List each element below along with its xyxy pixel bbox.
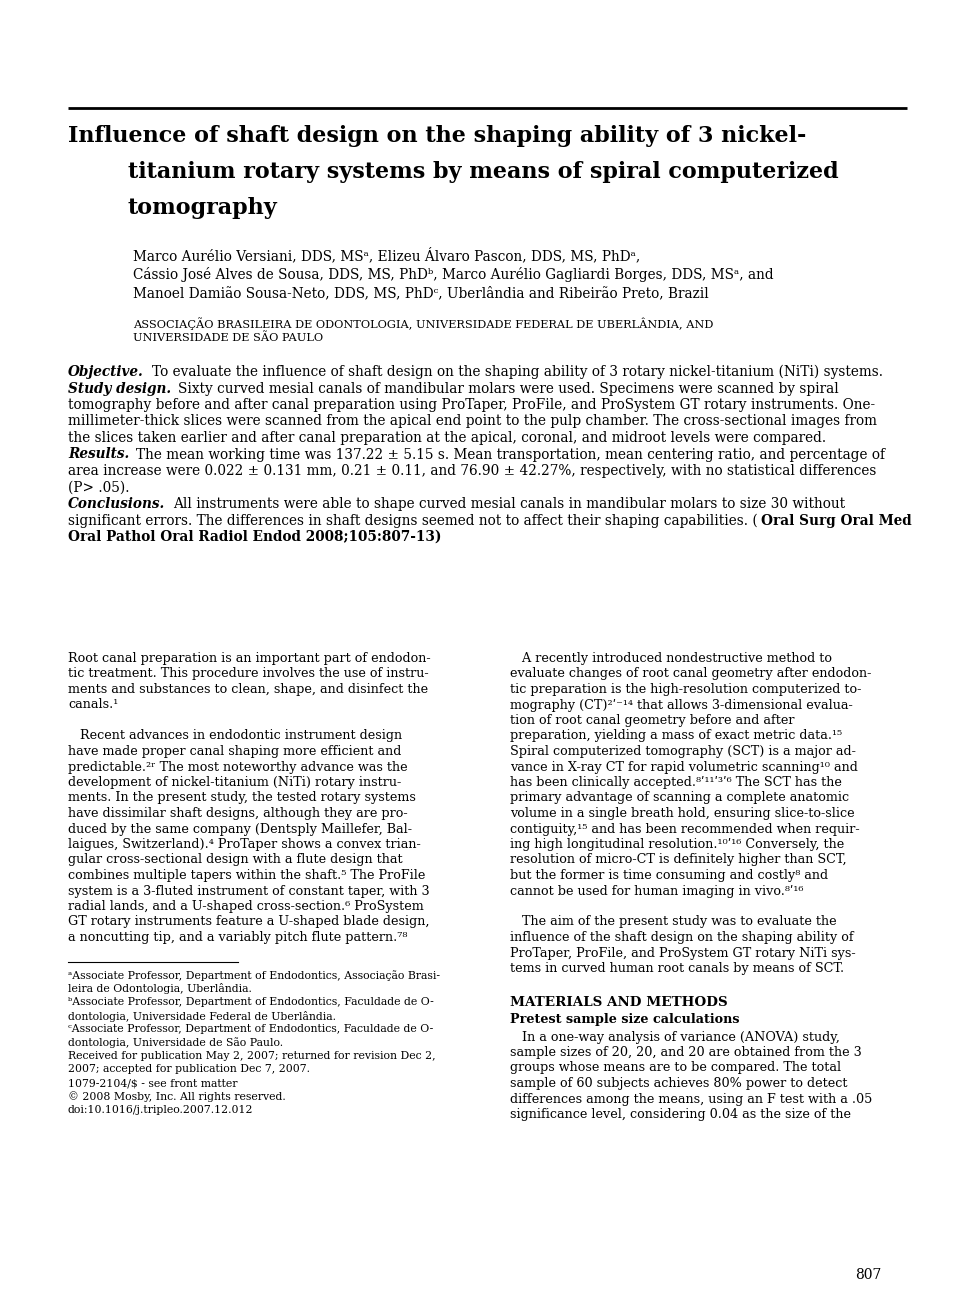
Text: groups whose means are to be compared. The total: groups whose means are to be compared. T… <box>510 1061 841 1074</box>
Text: The mean working time was 137.22 ± 5.15 s. Mean transportation, mean centering r: The mean working time was 137.22 ± 5.15 … <box>136 448 885 462</box>
Text: primary advantage of scanning a complete anatomic: primary advantage of scanning a complete… <box>510 792 849 804</box>
Text: have made proper canal shaping more efficient and: have made proper canal shaping more effi… <box>68 745 402 758</box>
Text: contiguity,¹⁵ and has been recommended when requir-: contiguity,¹⁵ and has been recommended w… <box>510 822 860 835</box>
Text: ASSOCIAÇÃO BRASILEIRA DE ODONTOLOGIA, UNIVERSIDADE FEDERAL DE UBERLÂNDIA, AND: ASSOCIAÇÃO BRASILEIRA DE ODONTOLOGIA, UN… <box>133 317 714 330</box>
Text: doi:10.1016/j.tripleo.2007.12.012: doi:10.1016/j.tripleo.2007.12.012 <box>68 1105 254 1114</box>
Text: millimeter-thick slices were scanned from the apical end point to the pulp chamb: millimeter-thick slices were scanned fro… <box>68 415 877 428</box>
Text: ProTaper, ProFile, and ProSystem GT rotary NiTi sys-: ProTaper, ProFile, and ProSystem GT rota… <box>510 946 856 959</box>
Text: resolution of micro-CT is definitely higher than SCT,: resolution of micro-CT is definitely hig… <box>510 853 846 867</box>
Text: laigues, Switzerland).⁴ ProTaper shows a convex trian-: laigues, Switzerland).⁴ ProTaper shows a… <box>68 838 421 851</box>
Text: Cássio José Alves de Sousa, DDS, MS, PhDᵇ, Marco Aurélio Gagliardi Borges, DDS, : Cássio José Alves de Sousa, DDS, MS, PhD… <box>133 268 773 282</box>
Text: Recent advances in endodontic instrument design: Recent advances in endodontic instrument… <box>68 729 402 743</box>
Text: Root canal preparation is an important part of endodon-: Root canal preparation is an important p… <box>68 652 431 666</box>
Text: UNIVERSIDADE DE SÃO PAULO: UNIVERSIDADE DE SÃO PAULO <box>133 331 323 343</box>
Text: a noncutting tip, and a variably pitch flute pattern.⁷⁸: a noncutting tip, and a variably pitch f… <box>68 930 408 944</box>
Text: ᵃAssociate Professor, Department of Endodontics, Associação Brasi-: ᵃAssociate Professor, Department of Endo… <box>68 970 440 981</box>
Text: canals.¹: canals.¹ <box>68 698 118 711</box>
Text: leira de Odontologia, Uberlândia.: leira de Odontologia, Uberlândia. <box>68 984 252 994</box>
Text: dontologia, Universidade Federal de Uberlândia.: dontologia, Universidade Federal de Uber… <box>68 1010 336 1022</box>
Text: Oral Pathol Oral Radiol Endod 2008;105:807-13): Oral Pathol Oral Radiol Endod 2008;105:8… <box>68 530 442 544</box>
Text: ments. In the present study, the tested rotary systems: ments. In the present study, the tested … <box>68 792 416 804</box>
Text: volume in a single breath hold, ensuring slice-to-slice: volume in a single breath hold, ensuring… <box>510 806 855 820</box>
Text: have dissimilar shaft designs, although they are pro-: have dissimilar shaft designs, although … <box>68 806 408 820</box>
Text: Objective.: Objective. <box>68 365 143 378</box>
Text: cannot be used for human imaging in vivo.⁸ʹ¹⁶: cannot be used for human imaging in vivo… <box>510 885 803 898</box>
Text: ments and substances to clean, shape, and disinfect the: ments and substances to clean, shape, an… <box>68 683 428 696</box>
Text: Influence of shaft design on the shaping ability of 3 nickel-: Influence of shaft design on the shaping… <box>68 125 806 147</box>
Text: sample sizes of 20, 20, and 20 are obtained from the 3: sample sizes of 20, 20, and 20 are obtai… <box>510 1047 862 1058</box>
Text: Pretest sample size calculations: Pretest sample size calculations <box>510 1013 739 1026</box>
Text: combines multiple tapers within the shaft.⁵ The ProFile: combines multiple tapers within the shaf… <box>68 869 425 882</box>
Text: Received for publication May 2, 2007; returned for revision Dec 2,: Received for publication May 2, 2007; re… <box>68 1051 436 1061</box>
Text: 1079-2104/$ - see front matter: 1079-2104/$ - see front matter <box>68 1078 238 1088</box>
Text: mography (CT)²ʹ⁻¹⁴ that allows 3-dimensional evalua-: mography (CT)²ʹ⁻¹⁴ that allows 3-dimensi… <box>510 698 853 711</box>
Text: MATERIALS AND METHODS: MATERIALS AND METHODS <box>510 996 727 1009</box>
Text: predictable.²ʳ The most noteworthy advance was the: predictable.²ʳ The most noteworthy advan… <box>68 761 408 774</box>
Text: duced by the same company (Dentsply Maillefer, Bal-: duced by the same company (Dentsply Mail… <box>68 822 412 835</box>
Text: tomography before and after canal preparation using ProTaper, ProFile, and ProSy: tomography before and after canal prepar… <box>68 398 876 412</box>
Text: radial lands, and a U-shaped cross-section.⁶ ProSystem: radial lands, and a U-shaped cross-secti… <box>68 900 424 914</box>
Text: evaluate changes of root canal geometry after endodon-: evaluate changes of root canal geometry … <box>510 667 872 680</box>
Text: but the former is time consuming and costly⁸ and: but the former is time consuming and cos… <box>510 869 828 882</box>
Text: system is a 3-fluted instrument of constant taper, with 3: system is a 3-fluted instrument of const… <box>68 885 430 898</box>
Text: Oral Surg Oral Med: Oral Surg Oral Med <box>761 513 912 527</box>
Text: ᵇAssociate Professor, Department of Endodontics, Faculdade de O-: ᵇAssociate Professor, Department of Endo… <box>68 997 434 1007</box>
Text: vance in X-ray CT for rapid volumetric scanning¹⁰ and: vance in X-ray CT for rapid volumetric s… <box>510 761 858 774</box>
Text: 807: 807 <box>855 1268 881 1282</box>
Text: gular cross-sectional design with a flute design that: gular cross-sectional design with a flut… <box>68 853 403 867</box>
Text: Manoel Damião Sousa-Neto, DDS, MS, PhDᶜ, Uberlândia and Ribeirão Preto, Brazil: Manoel Damião Sousa-Neto, DDS, MS, PhDᶜ,… <box>133 286 709 300</box>
Text: Conclusions.: Conclusions. <box>68 497 165 512</box>
Text: Marco Aurélio Versiani, DDS, MSᵃ, Elizeu Álvaro Pascon, DDS, MS, PhDᵃ,: Marco Aurélio Versiani, DDS, MSᵃ, Elizeu… <box>133 248 641 264</box>
Text: Spiral computerized tomography (SCT) is a major ad-: Spiral computerized tomography (SCT) is … <box>510 745 856 758</box>
Text: tomography: tomography <box>128 197 278 219</box>
Text: area increase were 0.022 ± 0.131 mm, 0.21 ± 0.11, and 76.90 ± 42.27%, respective: area increase were 0.022 ± 0.131 mm, 0.2… <box>68 465 877 478</box>
Text: significant errors. The differences in shaft designs seemed not to affect their : significant errors. The differences in s… <box>68 513 758 529</box>
Text: All instruments were able to shape curved mesial canals in mandibular molars to : All instruments were able to shape curve… <box>173 497 845 512</box>
Text: sample of 60 subjects achieves 80% power to detect: sample of 60 subjects achieves 80% power… <box>510 1077 847 1090</box>
Text: ᶜAssociate Professor, Department of Endodontics, Faculdade de O-: ᶜAssociate Professor, Department of Endo… <box>68 1024 433 1034</box>
Text: © 2008 Mosby, Inc. All rights reserved.: © 2008 Mosby, Inc. All rights reserved. <box>68 1091 286 1103</box>
Text: the slices taken earlier and after canal preparation at the apical, coronal, and: the slices taken earlier and after canal… <box>68 431 826 445</box>
Text: tic treatment. This procedure involves the use of instru-: tic treatment. This procedure involves t… <box>68 667 429 680</box>
Text: has been clinically accepted.⁸ʹ¹¹ʹ³ʹ⁶ The SCT has the: has been clinically accepted.⁸ʹ¹¹ʹ³ʹ⁶ Th… <box>510 776 841 790</box>
Text: Sixty curved mesial canals of mandibular molars were used. Specimens were scanne: Sixty curved mesial canals of mandibular… <box>178 381 838 395</box>
Text: dontologia, Universidade de São Paulo.: dontologia, Universidade de São Paulo. <box>68 1037 283 1048</box>
Text: Results.: Results. <box>68 448 130 462</box>
Text: tion of root canal geometry before and after: tion of root canal geometry before and a… <box>510 714 795 727</box>
Text: titanium rotary systems by means of spiral computerized: titanium rotary systems by means of spir… <box>128 161 838 183</box>
Text: tems in curved human root canals by means of SCT.: tems in curved human root canals by mean… <box>510 962 844 975</box>
Text: 2007; accepted for publication Dec 7, 2007.: 2007; accepted for publication Dec 7, 20… <box>68 1065 310 1074</box>
Text: influence of the shaft design on the shaping ability of: influence of the shaft design on the sha… <box>510 930 854 944</box>
Text: A recently introduced nondestructive method to: A recently introduced nondestructive met… <box>510 652 832 666</box>
Text: differences among the means, using an F test with a .05: differences among the means, using an F … <box>510 1092 873 1105</box>
Text: development of nickel-titanium (NiTi) rotary instru-: development of nickel-titanium (NiTi) ro… <box>68 776 402 790</box>
Text: The aim of the present study was to evaluate the: The aim of the present study was to eval… <box>510 916 837 928</box>
Text: GT rotary instruments feature a U-shaped blade design,: GT rotary instruments feature a U-shaped… <box>68 916 430 928</box>
Text: tic preparation is the high-resolution computerized to-: tic preparation is the high-resolution c… <box>510 683 861 696</box>
Text: significance level, considering 0.04 as the size of the: significance level, considering 0.04 as … <box>510 1108 851 1121</box>
Text: ing high longitudinal resolution.¹⁰ʹ¹⁶ Conversely, the: ing high longitudinal resolution.¹⁰ʹ¹⁶ C… <box>510 838 844 851</box>
Text: Study design.: Study design. <box>68 381 172 395</box>
Text: In a one-way analysis of variance (ANOVA) study,: In a one-way analysis of variance (ANOVA… <box>510 1031 839 1044</box>
Text: To evaluate the influence of shaft design on the shaping ability of 3 rotary nic: To evaluate the influence of shaft desig… <box>152 365 883 380</box>
Text: (P> .05).: (P> .05). <box>68 480 130 495</box>
Text: preparation, yielding a mass of exact metric data.¹⁵: preparation, yielding a mass of exact me… <box>510 729 842 743</box>
